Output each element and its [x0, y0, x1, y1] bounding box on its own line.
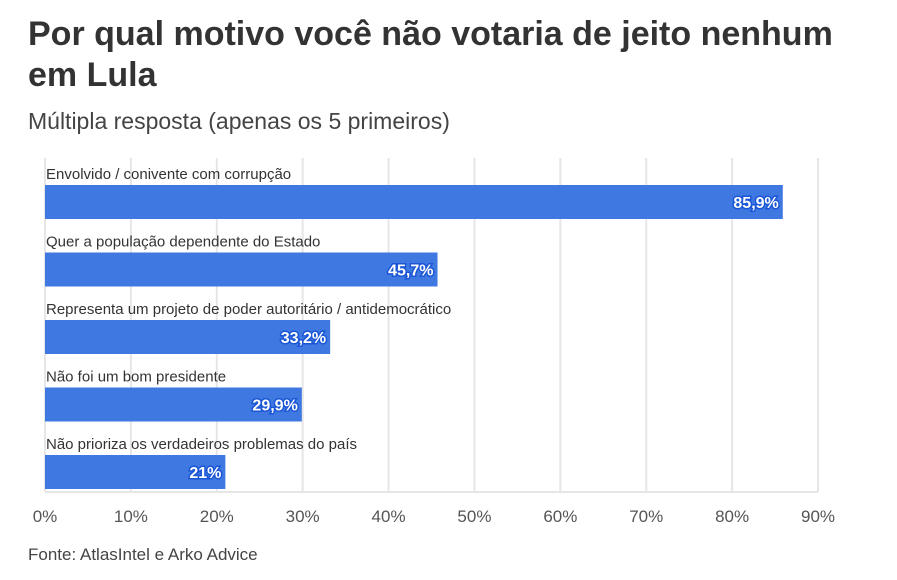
value-label: 33,2% — [281, 330, 326, 347]
category-label: Não prioriza os verdadeiros problemas do… — [46, 436, 357, 453]
x-tick-label: 70% — [629, 507, 663, 526]
category-label: Não foi um bom presidente — [46, 369, 226, 386]
bar — [45, 320, 331, 354]
x-tick-label: 50% — [457, 507, 491, 526]
chart-subtitle: Múltipla resposta (apenas os 5 primeiros… — [28, 108, 450, 134]
x-tick-label: 0% — [33, 507, 58, 526]
x-tick-label: 40% — [372, 507, 406, 526]
bar — [45, 252, 438, 287]
bar — [45, 387, 302, 422]
source-note: Fonte: AtlasIntel e Arko Advice — [28, 545, 258, 564]
category-label: Envolvido / conivente com corrupção — [46, 166, 291, 183]
value-label: 85,9% — [733, 195, 778, 212]
value-label: 29,9% — [252, 398, 297, 415]
bar — [45, 455, 226, 489]
x-tick-label: 10% — [114, 507, 148, 526]
x-tick-label: 80% — [715, 507, 749, 526]
x-tick-label: 30% — [286, 507, 320, 526]
category-label: Quer a população dependente do Estado — [46, 234, 320, 251]
value-label: 45,7% — [388, 263, 433, 280]
chart-title: Por qual motivo você não votaria de jeit… — [28, 15, 833, 94]
bar — [45, 185, 783, 219]
category-label: Representa um projeto de poder autoritár… — [46, 301, 451, 318]
value-label: 21% — [189, 465, 221, 482]
x-tick-label: 20% — [200, 507, 234, 526]
x-tick-label: 60% — [543, 507, 577, 526]
x-tick-label: 90% — [801, 507, 835, 526]
